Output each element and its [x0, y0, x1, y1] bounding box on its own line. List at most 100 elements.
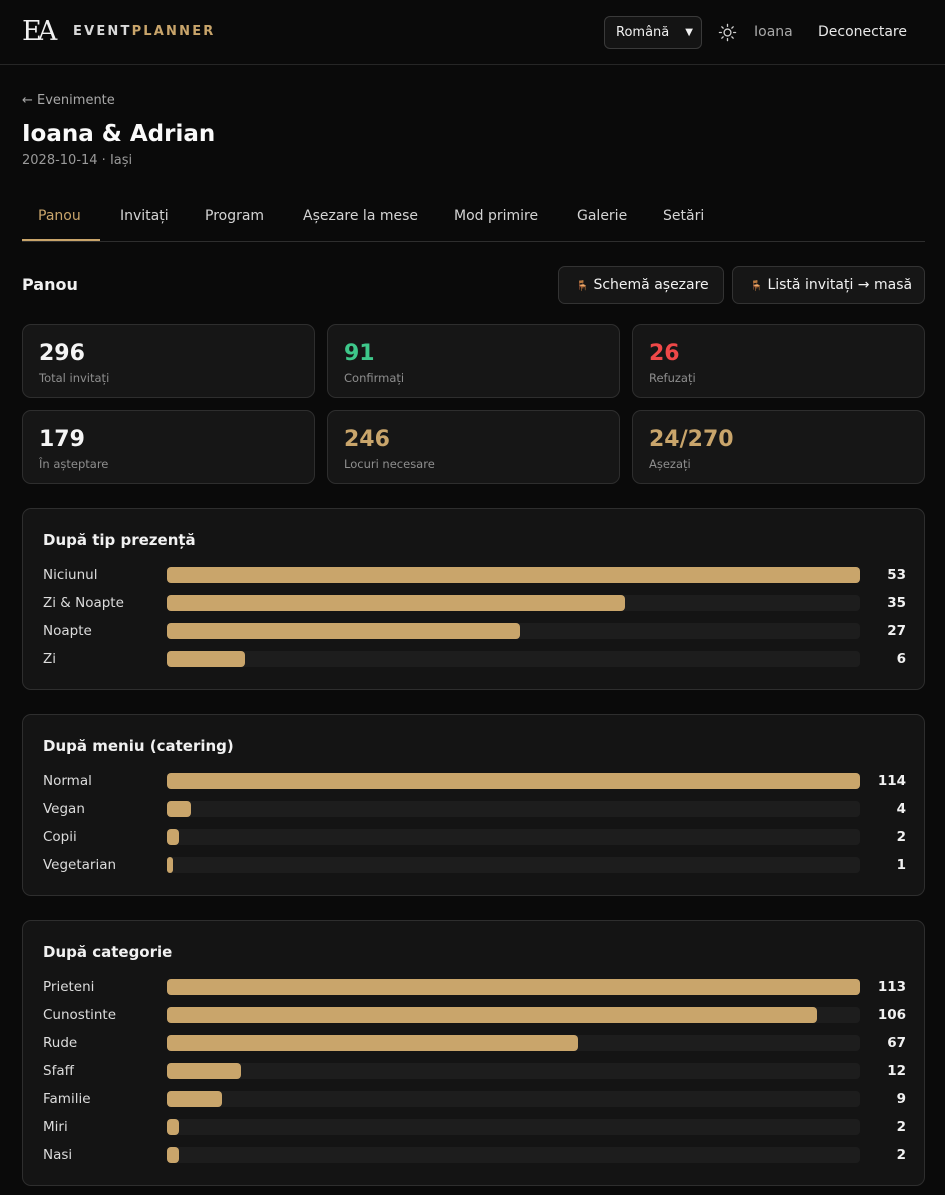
bar-fill: [167, 979, 860, 995]
bar-label: Miri: [43, 1119, 68, 1135]
event-tabs: Panou Invitați Program Așezare la mese M…: [22, 197, 925, 242]
bar-row: Vegetarian 1: [23, 855, 926, 875]
section-title: Panou: [22, 275, 78, 294]
bar-track: [167, 623, 860, 639]
bar-track: [167, 857, 860, 873]
bar-track: [167, 1119, 860, 1135]
breakdown-category: După categorie Prieteni 113 Cunostinte 106 R…: [22, 920, 925, 1186]
logout-button[interactable]: Deconectare: [818, 24, 907, 40]
bar-label: Copii: [43, 829, 77, 845]
stat-label: Total invitați: [39, 371, 110, 385]
stat-value: 296: [39, 341, 85, 366]
guest-table-list-button[interactable]: 🪑 Listă invitați → masă: [732, 266, 925, 304]
bar-fill: [167, 1035, 578, 1051]
tab-invitati[interactable]: Invitați: [120, 208, 169, 224]
bar-fill: [167, 1063, 241, 1079]
bar-label: Prieteni: [43, 979, 95, 995]
stat-card-confirmed: 91 Confirmați: [327, 324, 620, 398]
bar-row: Copii 2: [23, 827, 926, 847]
bar-row: Nasi 2: [23, 1145, 926, 1165]
back-to-events-link[interactable]: ← Evenimente: [22, 93, 115, 108]
theme-toggle-sun-icon[interactable]: [718, 23, 737, 42]
tab-mod-primire[interactable]: Mod primire: [454, 208, 539, 224]
bar-track: [167, 979, 860, 995]
bar-value: 1: [896, 857, 906, 873]
bar-value: 53: [887, 567, 906, 583]
bar-fill: [167, 1119, 179, 1135]
stat-label: Așezați: [649, 457, 691, 471]
bar-label: Zi: [43, 651, 56, 667]
logo[interactable]: EA: [22, 16, 57, 47]
bar-track: [167, 651, 860, 667]
bar-value: 6: [896, 651, 906, 667]
bar-row: Prieteni 113: [23, 977, 926, 997]
bar-fill: [167, 1147, 179, 1163]
bar-fill: [167, 623, 520, 639]
bar-track: [167, 1063, 860, 1079]
breakdown-attendance-type: După tip prezență Niciunul 53 Zi & Noapte 3…: [22, 508, 925, 690]
stat-card-pending: 179 În așteptare: [22, 410, 315, 484]
bar-value: 9: [896, 1091, 906, 1107]
bar-label: Familie: [43, 1091, 91, 1107]
tab-program[interactable]: Program: [205, 208, 265, 224]
breakdown-menu: După meniu (catering) Normal 114 Vegan 4 Cop…: [22, 714, 925, 896]
stat-value: 179: [39, 427, 85, 452]
bar-track: [167, 801, 860, 817]
bar-row: Sfaff 12: [23, 1061, 926, 1081]
bar-row: Zi & Noapte 35: [23, 593, 926, 613]
bar-track: [167, 1091, 860, 1107]
bar-label: Noapte: [43, 623, 92, 639]
bar-value: 67: [887, 1035, 906, 1051]
language-select[interactable]: Română ▼: [604, 16, 702, 49]
event-date-location: 2028-10-14 · Iași: [22, 153, 133, 168]
brand-name-event: EVENT: [73, 24, 132, 39]
bar-value: 113: [877, 979, 906, 995]
bar-track: [167, 1007, 860, 1023]
bar-label: Cunostinte: [43, 1007, 117, 1023]
stat-card-total-guests: 296 Total invitați: [22, 324, 315, 398]
tab-setari[interactable]: Setări: [663, 208, 705, 224]
panel-title: După categorie: [43, 943, 173, 961]
bar-row: Niciunul 53: [23, 565, 926, 585]
table-icon: 🪑: [750, 281, 763, 292]
bar-label: Rude: [43, 1035, 78, 1051]
bar-track: [167, 595, 860, 611]
user-name: Ioana: [754, 24, 793, 40]
tab-panou[interactable]: Panou: [38, 208, 81, 224]
language-select-value: Română: [616, 25, 670, 40]
seating-chart-button-label: Schemă așezare: [593, 277, 709, 293]
bar-row: Vegan 4: [23, 799, 926, 819]
active-tab-indicator: [22, 239, 100, 241]
event-title: Ioana & Adrian: [22, 121, 216, 147]
bar-track: [167, 1147, 860, 1163]
tab-asezare-la-mese[interactable]: Așezare la mese: [303, 208, 419, 224]
bar-row: Rude 67: [23, 1033, 926, 1053]
chevron-down-icon: ▼: [685, 27, 693, 38]
bar-value: 2: [896, 829, 906, 845]
tab-galerie[interactable]: Galerie: [577, 208, 628, 224]
bar-fill: [167, 1091, 222, 1107]
brand-name-planner: PLANNER: [131, 24, 216, 39]
bar-track: [167, 829, 860, 845]
brand-name[interactable]: EVENTPLANNER: [73, 24, 216, 40]
bar-value: 35: [887, 595, 906, 611]
stat-label: Refuzați: [649, 371, 696, 385]
seating-chart-button[interactable]: 🪑 Schemă așezare: [558, 266, 724, 304]
panel-title: După tip prezență: [43, 531, 196, 549]
bar-value: 12: [887, 1063, 906, 1079]
stat-card-declined: 26 Refuzați: [632, 324, 925, 398]
table-icon: 🪑: [576, 281, 589, 292]
stat-value: 246: [344, 427, 390, 452]
bar-fill: [167, 567, 860, 583]
bar-row: Noapte 27: [23, 621, 926, 641]
guest-table-list-button-label: Listă invitați → masă: [767, 277, 913, 293]
bar-fill: [167, 595, 625, 611]
bar-label: Vegan: [43, 801, 85, 817]
bar-value: 4: [896, 801, 906, 817]
stat-value: 26: [649, 341, 680, 366]
bar-fill: [167, 829, 179, 845]
bar-value: 114: [877, 773, 906, 789]
bar-track: [167, 567, 860, 583]
bar-value: 2: [896, 1119, 906, 1135]
bar-track: [167, 1035, 860, 1051]
